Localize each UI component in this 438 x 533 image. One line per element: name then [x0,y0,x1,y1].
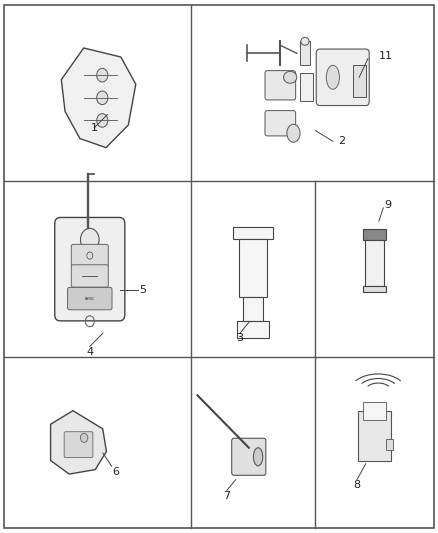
Ellipse shape [254,448,263,466]
Bar [300,74,313,101]
Bar [364,229,386,240]
Bar [353,66,366,97]
Ellipse shape [326,66,339,90]
Ellipse shape [284,71,297,83]
Bar [244,297,263,321]
FancyBboxPatch shape [71,244,108,266]
Bar [239,239,267,297]
FancyBboxPatch shape [55,217,125,321]
FancyBboxPatch shape [265,70,296,100]
Text: 1: 1 [91,123,98,133]
Polygon shape [61,48,136,148]
Bar [365,240,384,286]
Ellipse shape [301,37,309,45]
FancyBboxPatch shape [67,287,112,310]
Bar [364,402,386,421]
Bar [385,439,393,450]
Text: 8: 8 [353,480,360,490]
Bar [233,227,273,239]
Circle shape [97,114,108,127]
FancyBboxPatch shape [64,432,93,457]
Bar [300,42,310,66]
Circle shape [97,91,108,104]
Circle shape [81,228,99,251]
Text: 3: 3 [237,334,244,343]
FancyBboxPatch shape [232,438,266,475]
Bar [358,411,391,461]
Circle shape [97,68,108,82]
Text: 9: 9 [384,200,391,210]
Text: PANIC: PANIC [85,296,95,301]
Text: 11: 11 [378,51,392,61]
Circle shape [81,433,88,442]
FancyBboxPatch shape [71,265,108,287]
Text: 6: 6 [113,467,120,477]
Text: 4: 4 [86,347,93,357]
Ellipse shape [287,124,300,142]
Text: 2: 2 [338,136,345,146]
Bar [364,286,386,293]
Text: 7: 7 [223,491,230,500]
Text: 5: 5 [139,286,146,295]
Polygon shape [50,410,106,474]
Bar [237,321,269,338]
FancyBboxPatch shape [316,49,369,106]
FancyBboxPatch shape [265,111,296,136]
